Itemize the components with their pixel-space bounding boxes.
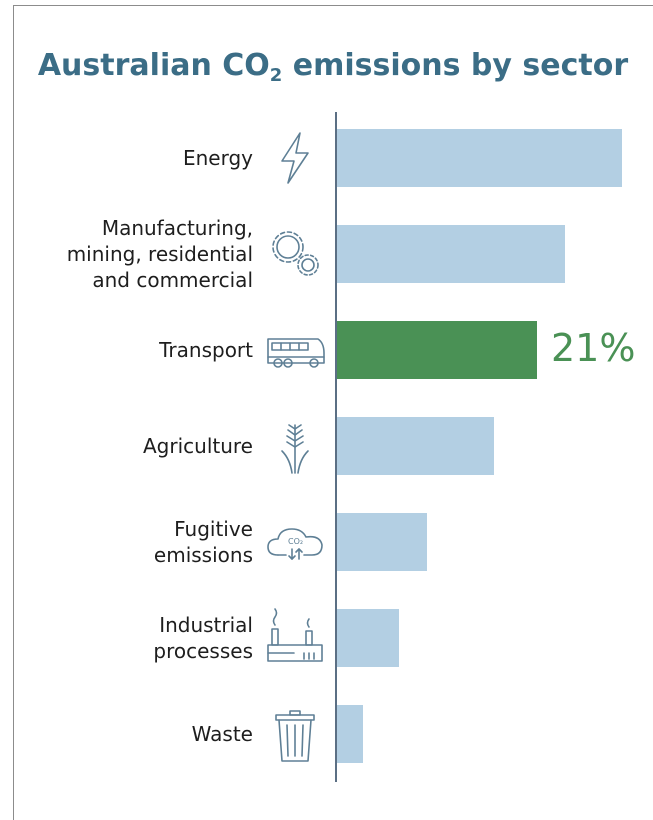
co2-cloud-icon: CO₂ [264, 511, 326, 573]
bar [337, 225, 565, 283]
category-axis-line [335, 112, 337, 782]
category-label: Transport [13, 337, 253, 363]
category-label: Fugitive emissions [13, 516, 253, 568]
bar [337, 705, 363, 763]
trash-bin-icon [264, 703, 326, 765]
svg-text:CO₂: CO₂ [288, 537, 303, 546]
data-label: 21% [551, 326, 636, 370]
category-label: Energy [13, 145, 253, 171]
factory-icon [264, 607, 326, 669]
bar [337, 513, 427, 571]
chart-title: Australian CO2 emissions by sector [37, 48, 629, 86]
lightning-icon [264, 127, 326, 189]
category-label-line: mining, residential [66, 242, 253, 266]
bus-icon [264, 319, 326, 381]
chart-frame [13, 5, 653, 820]
category-label-line: Transport [159, 338, 253, 362]
category-label-line: and commercial [92, 268, 253, 292]
category-label: Agriculture [13, 433, 253, 459]
category-label-line: Manufacturing, [101, 216, 253, 240]
bar [337, 129, 622, 187]
category-label-line: Industrial [159, 613, 253, 637]
category-label: Manufacturing, mining, residential and com… [13, 215, 253, 293]
bar [337, 417, 494, 475]
gears-icon [264, 223, 326, 285]
category-label-line: Energy [182, 146, 253, 170]
category-label-line: emissions [153, 543, 253, 567]
category-label-line: Fugitive [174, 517, 253, 541]
category-label: Waste [13, 721, 253, 747]
category-label-line: Waste [191, 722, 253, 746]
category-label-line: Agriculture [143, 434, 253, 458]
category-label-line: processes [153, 639, 253, 663]
category-label: Industrial processes [13, 612, 253, 664]
bar [337, 609, 399, 667]
bar [337, 321, 537, 379]
wheat-icon [264, 415, 326, 477]
